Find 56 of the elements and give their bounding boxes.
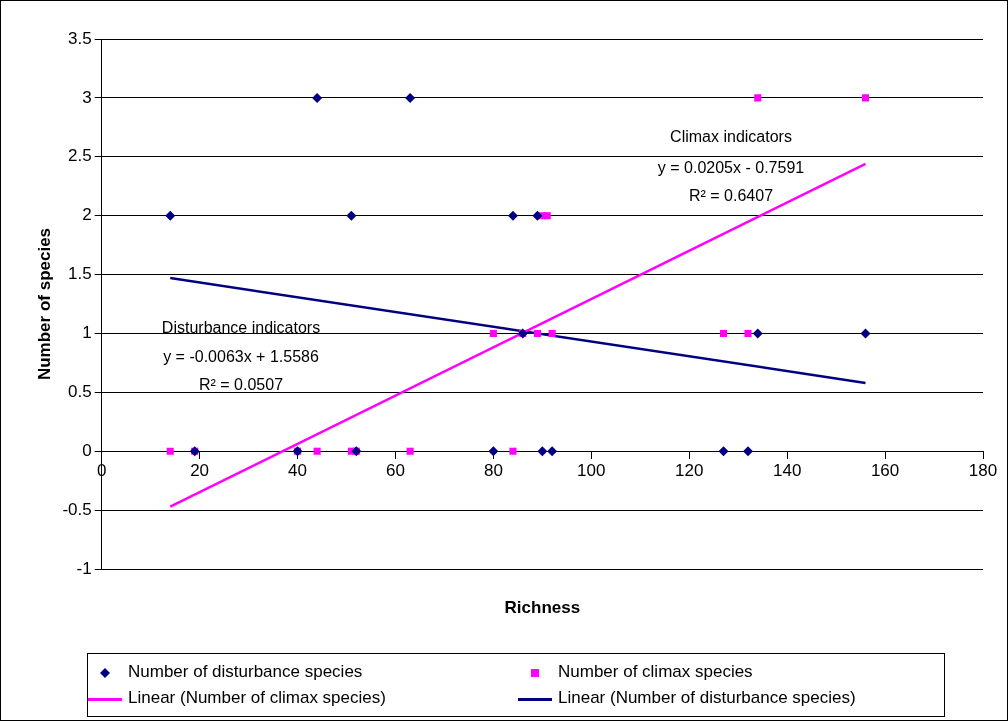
- y-tick-label: 2: [82, 205, 92, 225]
- y-tick-label: -0.5: [62, 499, 92, 519]
- y-tick-label: 0: [82, 440, 92, 460]
- annotation: y = 0.0205x - 0.7591: [657, 159, 805, 177]
- x-tick-label: 60: [386, 461, 405, 481]
- point: [548, 329, 556, 337]
- point: [861, 94, 870, 102]
- point: [860, 328, 871, 339]
- y-tick-label: 3.5: [68, 28, 92, 48]
- point: [165, 210, 176, 221]
- x-tick-label: 20: [190, 461, 210, 481]
- point: [744, 329, 752, 337]
- x-tick-label: 160: [870, 461, 900, 481]
- x-tick-label: 40: [288, 461, 307, 481]
- point: [537, 446, 548, 457]
- point: [312, 92, 323, 103]
- point: [533, 329, 541, 337]
- point: [532, 210, 543, 221]
- point: [166, 447, 174, 455]
- point: [742, 446, 753, 457]
- legend-label: Linear (Number of disturbance species): [558, 688, 856, 708]
- point: [754, 94, 762, 102]
- point: [346, 210, 357, 221]
- legend-label: Number of disturbance species: [128, 662, 363, 682]
- annotation: y = -0.0063x + 1.5586: [163, 348, 319, 366]
- x-tick-label: 120: [675, 461, 704, 481]
- point: [543, 212, 551, 220]
- point: [313, 447, 321, 455]
- point: [405, 92, 416, 103]
- point: [507, 210, 518, 221]
- y-tick-label: 2.5: [68, 146, 92, 166]
- point: [752, 328, 763, 339]
- x-tick-label: 180: [968, 461, 998, 481]
- annotation: R² = 0.0507: [198, 376, 284, 394]
- point: [509, 447, 517, 455]
- y-axis-title: Number of species: [34, 227, 54, 381]
- y-tick-label: 1.5: [68, 264, 92, 284]
- x-tick-label: 80: [483, 461, 503, 481]
- point: [406, 447, 414, 455]
- point: [488, 446, 499, 457]
- annotation: Climax indicators: [670, 128, 792, 146]
- y-tick-label: 3: [82, 87, 92, 107]
- legend-label: Number of climax species: [558, 662, 753, 682]
- x-tick-label: 100: [577, 461, 606, 481]
- x-axis-title: Richness: [504, 597, 581, 617]
- annotation: R² = 0.6407: [688, 187, 774, 205]
- point: [489, 329, 497, 337]
- annotation: Disturbance indicators: [161, 319, 321, 337]
- y-tick-label: 0.5: [68, 382, 92, 402]
- point: [547, 446, 558, 457]
- x-tick-label: 140: [772, 461, 802, 481]
- point: [719, 329, 728, 337]
- legend-label: Linear (Number of climax species): [128, 688, 386, 708]
- point: [718, 446, 729, 457]
- y-tick-label: 1: [82, 323, 92, 343]
- y-tick-label: -1: [76, 558, 92, 578]
